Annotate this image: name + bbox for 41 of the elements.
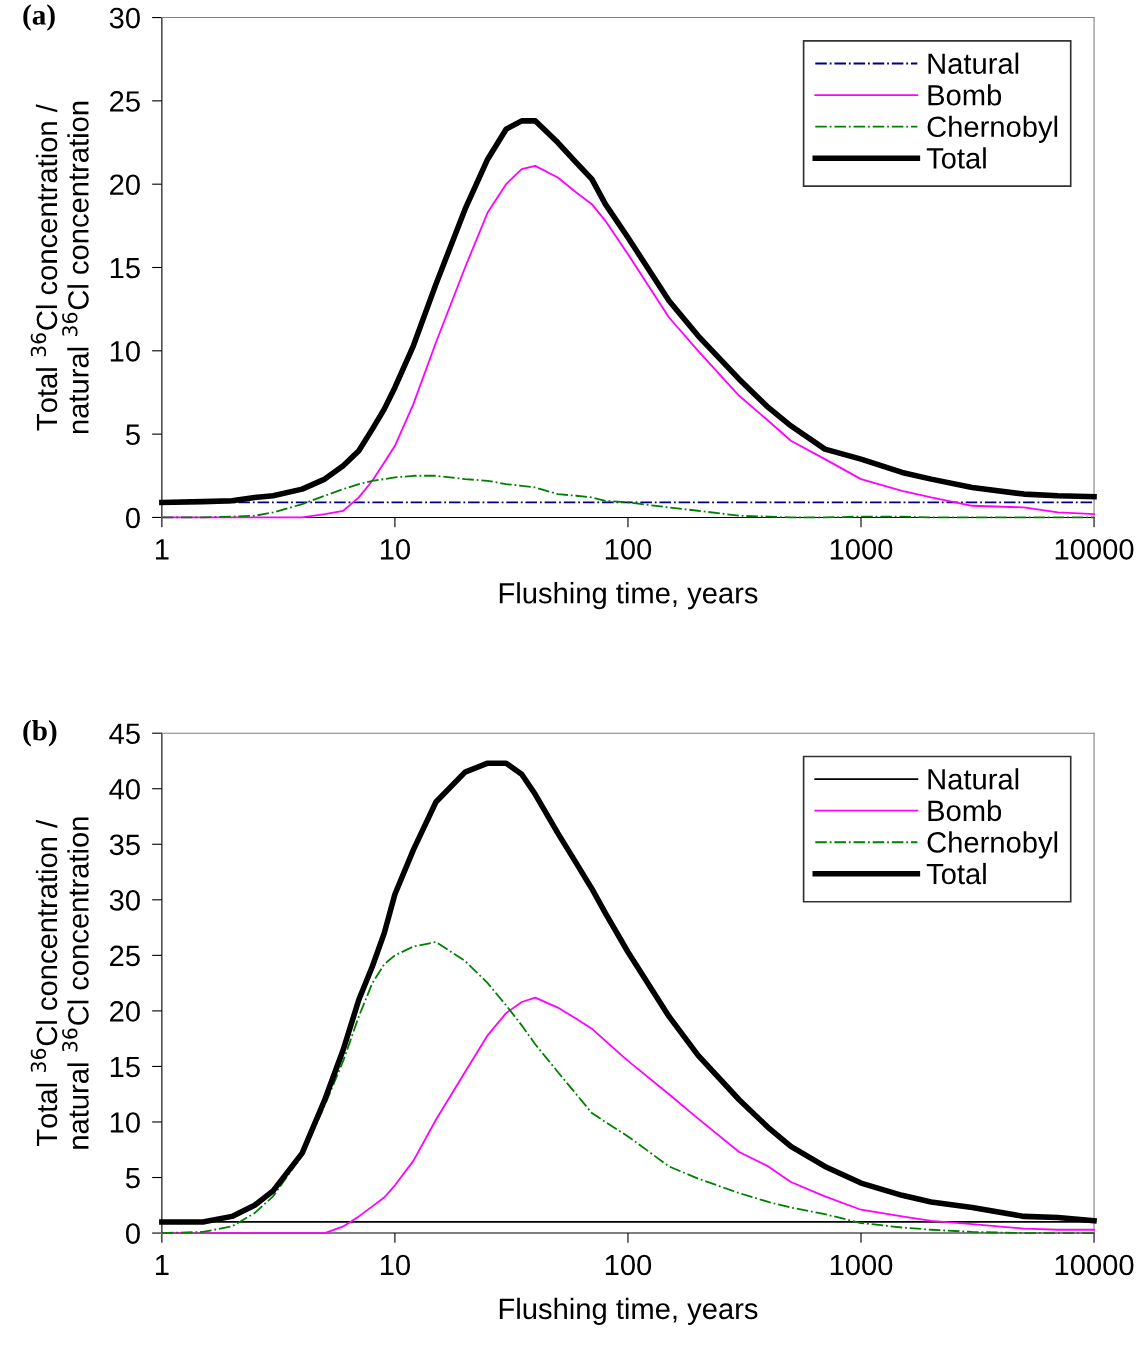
legend-label: Total <box>926 147 986 169</box>
text: (a) <box>23 4 55 31</box>
x-tick-label: 1 <box>155 1254 169 1276</box>
legend-label: Chernobyl <box>927 831 1058 859</box>
legend-label: Natural <box>928 768 1019 790</box>
x-tick-label: 10000 <box>1055 1254 1134 1276</box>
y-tick-label: 0 <box>125 507 140 529</box>
y-tick-label: 45 <box>109 723 140 745</box>
y-tick-label: 10 <box>110 341 140 362</box>
x-axis-title: Flushing time, years <box>499 1297 758 1325</box>
legend-label: Total <box>926 862 986 885</box>
x-tick-label: 10 <box>380 539 410 560</box>
x-tick-label: 1000 <box>830 1254 893 1276</box>
x-tick-label: 10 <box>380 1254 410 1276</box>
text: (b) <box>23 719 57 747</box>
legend-label: Bomb <box>928 799 1002 822</box>
y-tick-label: 0 <box>125 1223 140 1244</box>
y-tick-label: 20 <box>110 1001 140 1022</box>
x-tick-label: 1 <box>155 539 169 560</box>
x-tick-label: 100 <box>605 539 652 560</box>
y-tick-label: 10 <box>110 1112 140 1133</box>
y-tick-label: 20 <box>110 174 140 196</box>
x-tick-label: 10000 <box>1055 539 1134 560</box>
legend-label: Natural <box>928 52 1019 74</box>
legend-label: Bomb <box>928 84 1002 106</box>
x-tick-label: 1000 <box>830 539 893 560</box>
legend-label: Chernobyl <box>927 115 1058 143</box>
y-axis-title: Total $^{36}$Cl concentration / natural $^{36}$Cl concentration <box>30 817 89 1149</box>
y-tick-label: 25 <box>110 91 140 112</box>
y-tick-label: 15 <box>110 1056 140 1078</box>
x-axis-title: Flushing time, years <box>499 582 758 610</box>
y-tick-label: 30 <box>109 890 140 911</box>
y-tick-label: 5 <box>125 424 140 445</box>
y-tick-label: 15 <box>110 258 140 279</box>
y-tick-label: 25 <box>110 945 140 967</box>
y-axis-title: Total $^{36}$Cl concentration / natural $^{36}$Cl concentration <box>30 101 89 434</box>
y-tick-label: 5 <box>125 1168 140 1189</box>
x-tick-label: 100 <box>605 1254 652 1276</box>
y-tick-label: 40 <box>109 778 140 800</box>
y-tick-label: 35 <box>109 834 140 856</box>
y-tick-label: 30 <box>109 7 140 29</box>
